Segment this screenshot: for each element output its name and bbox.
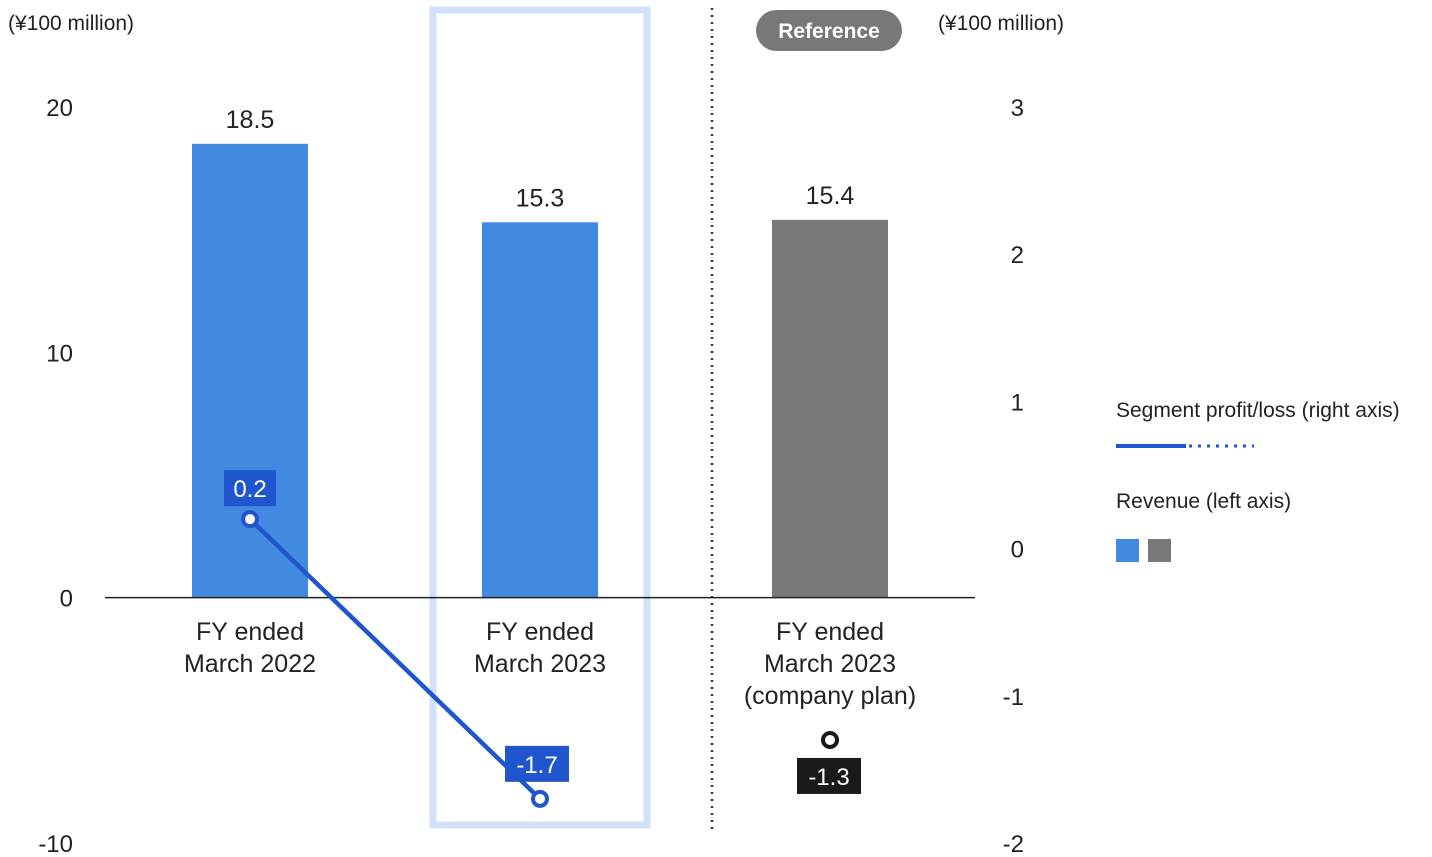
legend-revenue-swatch: [1116, 539, 1139, 562]
right-tick-label: 0: [1011, 537, 1024, 564]
left-axis-unit: (¥100 million): [8, 12, 134, 35]
revenue-value-label: 15.4: [806, 182, 855, 210]
right-axis-unit: (¥100 million): [938, 12, 1064, 35]
revenue-bar: [772, 219, 888, 598]
category-label: March 2023: [474, 650, 606, 678]
right-tick-label: -2: [1003, 831, 1024, 857]
profit-series: 0.2 -1.7 -1.3: [224, 470, 861, 808]
legend-revenue-title: Revenue (left axis): [1116, 490, 1291, 513]
profit-value-label: 0.2: [233, 476, 266, 503]
profit-value-badge: [224, 470, 276, 507]
category-labels: FY ended March 2022 FY ended March 2023 FY e…: [184, 618, 916, 710]
left-tick-label: -10: [38, 831, 73, 857]
revenue-value-label: 18.5: [226, 106, 275, 134]
revenue-bars: 18.5 15.3 15.4: [192, 106, 888, 598]
right-axis: 3 2 1 0 -1 -2: [1003, 95, 1024, 857]
profit-point: [531, 789, 549, 808]
left-tick-label: 10: [46, 340, 73, 367]
profit-value-badge: [797, 757, 861, 794]
profit-line: [248, 517, 542, 801]
category-label: March 2023: [764, 650, 896, 678]
left-tick-label: 20: [46, 95, 73, 122]
left-axis: 20 10 0 -10: [38, 95, 73, 857]
profit-value-label: -1.3: [808, 764, 849, 791]
reference-badge: [756, 10, 902, 51]
left-tick-label: 0: [60, 586, 73, 613]
reference-badge-label: Reference: [778, 20, 880, 43]
profit-point: [821, 730, 839, 749]
revenue-bar: [482, 222, 598, 598]
revenue-value-label: 15.3: [516, 184, 565, 212]
revenue-bar: [192, 143, 308, 598]
category-label: FY ended: [776, 618, 884, 646]
category-label: (company plan): [744, 682, 916, 710]
legend-profit-title: Segment profit/loss (right axis): [1116, 399, 1400, 422]
profit-value-badge: [505, 745, 569, 782]
right-tick-label: -1: [1003, 684, 1024, 711]
category-label: FY ended: [486, 618, 594, 646]
right-tick-label: 3: [1011, 95, 1024, 122]
right-tick-label: 2: [1011, 242, 1024, 269]
highlight-frame: [429, 6, 651, 829]
legend-revenue-reference-swatch: [1148, 539, 1171, 562]
category-label: March 2022: [184, 650, 316, 678]
right-tick-label: 1: [1011, 389, 1024, 416]
profit-value-label: -1.7: [516, 752, 557, 779]
profit-point: [241, 510, 259, 529]
legend: Segment profit/loss (right axis) Revenue…: [1116, 399, 1400, 562]
category-label: FY ended: [196, 618, 304, 646]
